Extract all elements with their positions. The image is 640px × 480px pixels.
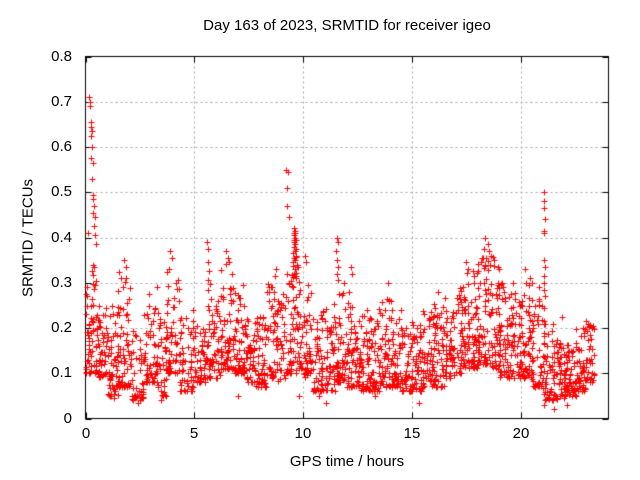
y-tick-label: 0.2 (51, 319, 72, 336)
y-tick-label: 0 (63, 410, 72, 427)
y-tick-label: 0.1 (51, 364, 72, 381)
y-tick-label: 0.6 (51, 138, 72, 155)
chart-title: Day 163 of 2023, SRMTID for receiver ige… (203, 17, 491, 34)
y-tick-label: 0.8 (51, 48, 72, 65)
x-tick-label: 20 (512, 425, 530, 442)
x-tick-label: 15 (403, 425, 421, 442)
y-tick-label: 0.5 (51, 183, 72, 200)
x-tick-label: 10 (294, 425, 312, 442)
x-axis-label: GPS time / hours (289, 453, 405, 470)
y-tick-label: 0.4 (51, 229, 72, 246)
y-tick-label: 0.7 (51, 93, 72, 110)
y-tick-label: 0.3 (51, 274, 72, 291)
x-tick-label: 5 (189, 425, 199, 442)
x-tick-label: 0 (81, 425, 91, 442)
